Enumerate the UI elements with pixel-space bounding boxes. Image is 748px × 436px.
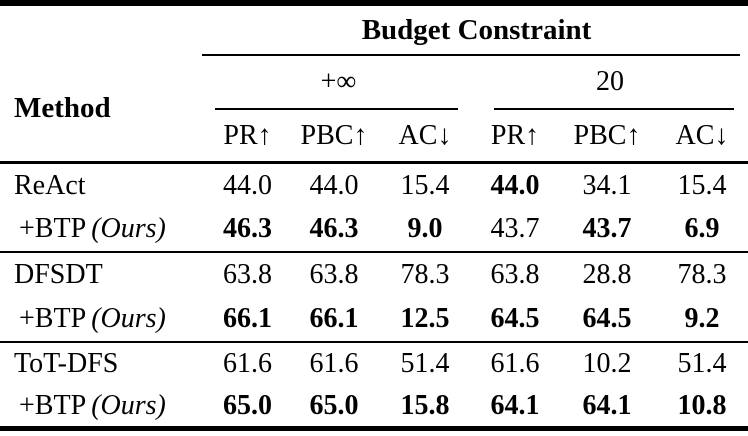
value-cell-best: 6.9 xyxy=(684,213,720,244)
method-cell-dfsdt-btp: +BTP (Ours) xyxy=(0,297,205,341)
value-cell: 61.6 xyxy=(490,348,540,379)
value-cell-best: 44.0 xyxy=(490,169,540,201)
value-cell: 44.0 xyxy=(309,169,359,201)
value-cell-best: 10.8 xyxy=(677,389,727,421)
value-cell: 10.2 xyxy=(582,348,632,379)
ours-label: (Ours) xyxy=(91,303,166,334)
header-body-rule xyxy=(0,161,748,164)
cmidrule-20 xyxy=(494,108,734,110)
value-cell: 63.8 xyxy=(309,259,359,290)
title-underline-rule xyxy=(202,54,740,56)
method-cell-totdfs: ToT-DFS xyxy=(14,348,119,379)
bottom-rule xyxy=(0,426,748,431)
value-cell-best: 64.5 xyxy=(582,303,632,334)
value-cell: 63.8 xyxy=(490,259,540,290)
section-rule-1 xyxy=(0,251,748,253)
value-cell: 61.6 xyxy=(309,348,359,379)
top-rule xyxy=(0,0,748,6)
metric-header-pr-inf: PR↑ xyxy=(223,119,272,151)
value-cell-best: 12.5 xyxy=(400,303,450,334)
value-cell: 51.4 xyxy=(677,348,727,379)
btp-label: +BTP xyxy=(19,389,87,421)
value-cell-best: 65.0 xyxy=(223,389,272,421)
method-cell-dfsdt: DFSDT xyxy=(14,259,103,290)
budget-group-infinity: +∞ xyxy=(320,66,357,97)
value-cell-best: 64.1 xyxy=(490,389,540,421)
ours-label: (Ours) xyxy=(91,389,166,421)
value-cell-best: 66.1 xyxy=(223,303,272,334)
value-cell: 51.4 xyxy=(400,348,450,379)
section-rule-2 xyxy=(0,341,748,343)
method-column-header: Method xyxy=(14,92,111,124)
value-cell-best: 43.7 xyxy=(582,213,632,244)
value-cell-best: 66.1 xyxy=(309,303,359,334)
value-cell: 78.3 xyxy=(400,259,450,290)
table-title: Budget Constraint xyxy=(361,13,592,46)
value-cell-best: 65.0 xyxy=(309,389,359,421)
value-cell: 34.1 xyxy=(582,169,632,201)
btp-label: +BTP xyxy=(19,213,87,244)
value-cell-best: 9.2 xyxy=(684,303,720,334)
ours-label: (Ours) xyxy=(91,213,166,244)
value-cell: 15.4 xyxy=(400,169,450,201)
metric-header-pbc-inf: PBC↑ xyxy=(300,119,368,151)
value-cell: 61.6 xyxy=(223,348,272,379)
value-cell-best: 15.8 xyxy=(400,389,450,421)
method-cell-totdfs-btp: +BTP (Ours) xyxy=(0,385,205,426)
value-cell-best: 46.3 xyxy=(223,213,272,244)
value-cell: 43.7 xyxy=(490,213,540,244)
value-cell: 15.4 xyxy=(677,169,727,201)
metric-header-ac-inf: AC↓ xyxy=(398,119,452,151)
metric-header-pr-20: PR↑ xyxy=(490,119,540,151)
value-cell: 63.8 xyxy=(223,259,272,290)
value-cell: 28.8 xyxy=(582,259,632,290)
method-cell-react: ReAct xyxy=(14,169,86,201)
metric-header-pbc-20: PBC↑ xyxy=(573,119,641,151)
value-cell: 78.3 xyxy=(677,259,727,290)
value-cell-best: 9.0 xyxy=(407,213,443,244)
btp-label: +BTP xyxy=(19,303,87,334)
metric-header-ac-20: AC↓ xyxy=(675,119,729,151)
value-cell-best: 64.1 xyxy=(582,389,632,421)
cmidrule-infinity xyxy=(215,108,458,110)
budget-group-20: 20 xyxy=(596,66,624,97)
value-cell-best: 46.3 xyxy=(309,213,359,244)
value-cell: 44.0 xyxy=(223,169,272,201)
method-cell-react-btp: +BTP (Ours) xyxy=(0,207,205,251)
value-cell-best: 64.5 xyxy=(490,303,540,334)
